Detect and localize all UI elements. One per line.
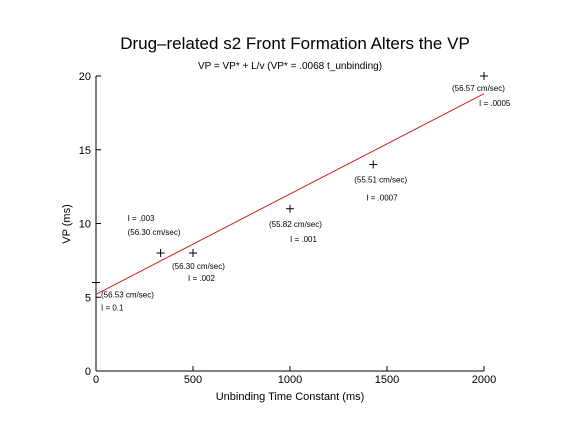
x-axis-label: Unbinding Time Constant (ms)	[216, 391, 365, 403]
x-tick-label: 2000	[472, 374, 496, 386]
point-annotation: (56.30 cm/sec)	[128, 228, 181, 237]
x-tick-label: 1500	[375, 374, 399, 386]
y-axis-ticks: 0 5 10 15 20	[79, 71, 101, 378]
data-points: (56.53 cm/sec) I = 0.1 I = .003 (56.30 cm/s…	[92, 72, 511, 313]
point-annotation: (56.30 cm/sec)	[172, 262, 225, 271]
fit-line	[95, 93, 485, 295]
y-tick-label: 15	[79, 145, 91, 157]
x-tick-label: 1000	[278, 374, 302, 386]
y-tick-label: 20	[79, 71, 91, 83]
point-annotation: (55.82 cm/sec)	[269, 220, 322, 229]
x-tick-label: 0	[93, 374, 99, 386]
point-annotation: (56.53 cm/sec)	[101, 291, 154, 300]
data-point: (55.82 cm/sec) I = .001	[269, 204, 322, 244]
point-annotation: I = 0.1	[101, 304, 124, 313]
y-tick-label: 10	[79, 219, 91, 231]
chart-title: Drug–related s2 Front Formation Alters t…	[120, 34, 470, 53]
point-annotation: I = .003	[128, 214, 155, 223]
point-annotation: (55.51 cm/sec)	[354, 176, 407, 185]
data-point: (55.51 cm/sec) I = .0007	[354, 160, 407, 203]
y-tick-label: 0	[85, 366, 91, 378]
point-annotation: I = .002	[188, 274, 215, 283]
chart-subtitle: VP = VP* + L/v (VP* = .0068 t_unbinding)	[198, 61, 382, 72]
y-tick-label: 5	[85, 292, 91, 304]
point-annotation: I = .0005	[479, 99, 511, 108]
data-point: I = .003 (56.30 cm/sec)	[128, 214, 181, 257]
point-annotation: I = .001	[290, 235, 317, 244]
x-tick-label: 500	[184, 374, 202, 386]
data-point: (56.53 cm/sec) I = 0.1	[92, 278, 154, 313]
data-point: (56.30 cm/sec) I = .002	[172, 249, 225, 283]
x-axis-ticks: 0 500 1000 1500 2000	[93, 366, 496, 386]
point-annotation: I = .0007	[366, 194, 398, 203]
data-point: (56.57 cm/sec) I = .0005	[452, 72, 511, 108]
y-axis-label: VP (ms)	[61, 204, 73, 244]
point-annotation: (56.57 cm/sec)	[452, 84, 505, 93]
